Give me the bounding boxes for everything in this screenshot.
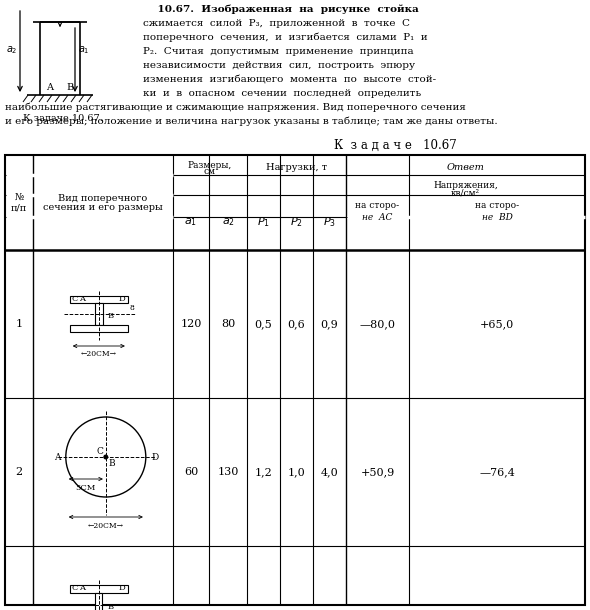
Text: $a_2$: $a_2$ (221, 217, 234, 228)
Text: на сторо-: на сторо- (475, 201, 519, 210)
Bar (95, 303, 103, 325)
Bar (96, 593, 102, 610)
Text: К задаче 10.67.: К задаче 10.67. (23, 113, 103, 123)
Bar (70, 585, 128, 593)
Text: ←20СМ→: ←20СМ→ (81, 350, 117, 358)
Text: D: D (118, 295, 125, 303)
Text: P₂.  Считая  допустимым  применение  принципа: P₂. Считая допустимым применение принцип… (143, 47, 414, 56)
Text: 4,0: 4,0 (320, 467, 339, 477)
Text: $a_1$: $a_1$ (78, 44, 90, 56)
Text: B: B (108, 312, 114, 320)
Text: $a_2$: $a_2$ (6, 44, 18, 56)
Text: 10.67.  Изображенная  на  рисунке  стойка: 10.67. Изображенная на рисунке стойка (143, 5, 419, 15)
Text: см: см (204, 168, 216, 176)
Text: B: B (66, 84, 74, 93)
Text: не  BD: не BD (481, 212, 513, 221)
Text: —80,0: —80,0 (359, 319, 395, 329)
Text: 130: 130 (217, 467, 239, 477)
Text: 8: 8 (130, 304, 135, 312)
Text: $P_2$: $P_2$ (290, 215, 303, 229)
Text: ки  и  в  опасном  сечении  последней  определить: ки и в опасном сечении последней определ… (143, 89, 421, 98)
Text: наибольшие растягивающие и сжимающие напряжения. Вид поперечного сечения: наибольшие растягивающие и сжимающие нап… (5, 103, 466, 112)
Text: 2: 2 (15, 467, 22, 477)
Text: 0,6: 0,6 (288, 319, 306, 329)
Text: К  з а д а ч е   10.67: К з а д а ч е 10.67 (333, 138, 457, 151)
Text: сжимается  силой  P₃,  приложенной  в  точке  C: сжимается силой P₃, приложенной в точке … (143, 19, 410, 28)
Text: Размеры,: Размеры, (188, 160, 232, 170)
Text: 60: 60 (184, 467, 198, 477)
Text: C: C (96, 447, 103, 456)
Text: кв/см²: кв/см² (451, 188, 480, 198)
Text: не  AC: не AC (362, 212, 393, 221)
Text: $P_1$: $P_1$ (257, 215, 270, 229)
Text: и его размеры, положение и величина нагрузок указаны в таблице; там же даны отве: и его размеры, положение и величина нагр… (5, 117, 497, 126)
Text: изменения  изгибающего  момента  по  высоте  стой-: изменения изгибающего момента по высоте … (143, 75, 436, 84)
Text: 1,0: 1,0 (288, 467, 306, 477)
Text: 0,9: 0,9 (320, 319, 339, 329)
Text: 80: 80 (221, 319, 235, 329)
Text: 1,2: 1,2 (255, 467, 273, 477)
Text: С: С (72, 584, 78, 592)
Text: D: D (118, 584, 125, 592)
Text: независимости  действия  сил,  построить  эпюру: независимости действия сил, построить эп… (143, 61, 415, 70)
Text: B: B (109, 459, 115, 467)
Text: 0,5: 0,5 (255, 319, 273, 329)
Bar (5, 155, 585, 605)
Text: A: A (47, 84, 54, 93)
Text: поперечного  сечения,  и  изгибается  силами  P₁  и: поперечного сечения, и изгибается силами… (143, 33, 428, 43)
Text: Вид поперечного: Вид поперечного (58, 194, 148, 203)
Bar (70, 325, 128, 332)
Circle shape (103, 454, 109, 459)
Text: 5СМ: 5СМ (76, 484, 96, 492)
Text: A: A (79, 584, 85, 592)
Text: Ответ: Ответ (447, 163, 484, 173)
Text: №
п/п: № п/п (11, 193, 27, 212)
Bar (70, 296, 128, 303)
Text: Нагрузки, т: Нагрузки, т (266, 163, 327, 173)
Text: сечения и его размеры: сечения и его размеры (43, 203, 163, 212)
Text: +65,0: +65,0 (480, 319, 514, 329)
Text: $a_1$: $a_1$ (185, 217, 198, 228)
Text: A: A (54, 453, 61, 462)
Text: С: С (72, 295, 78, 303)
Text: B: B (107, 603, 113, 610)
Text: 1: 1 (15, 319, 22, 329)
Text: на сторо-: на сторо- (355, 201, 399, 210)
Text: $P_3$: $P_3$ (323, 215, 336, 229)
Text: D: D (152, 453, 159, 462)
Text: +50,9: +50,9 (360, 467, 395, 477)
Text: A: A (79, 295, 85, 303)
Text: Напряжения,: Напряжения, (433, 181, 498, 190)
Text: —76,4: —76,4 (479, 467, 515, 477)
Text: ←20СМ→: ←20СМ→ (88, 522, 124, 530)
Text: 120: 120 (181, 319, 202, 329)
